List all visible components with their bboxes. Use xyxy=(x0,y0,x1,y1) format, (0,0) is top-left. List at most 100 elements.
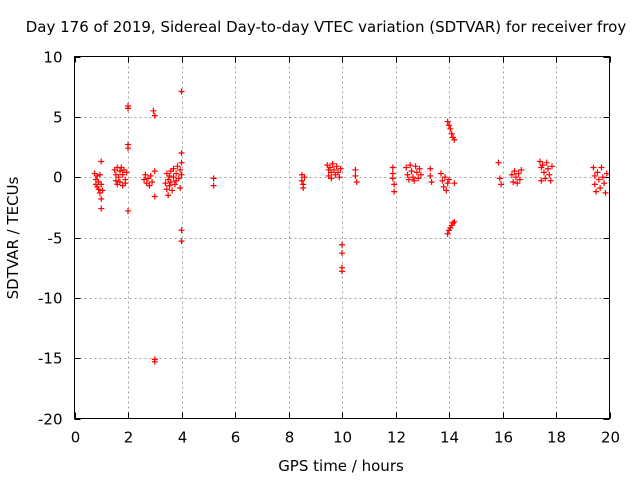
data-point xyxy=(149,178,156,185)
data-point xyxy=(427,165,434,172)
data-point xyxy=(409,174,416,181)
x-tick-label: 12 xyxy=(387,429,406,447)
y-tick-label: -10 xyxy=(38,290,63,308)
data-point xyxy=(178,238,185,245)
data-point xyxy=(512,174,519,181)
data-point xyxy=(437,170,444,177)
chart-title: Day 176 of 2019, Sidereal Day-to-day VTE… xyxy=(26,18,627,36)
data-point xyxy=(440,183,447,190)
data-point xyxy=(177,166,184,173)
data-point xyxy=(412,163,419,170)
data-point xyxy=(151,168,158,175)
data-point xyxy=(301,174,308,181)
data-point xyxy=(141,176,148,183)
data-point xyxy=(96,171,103,178)
data-point xyxy=(601,180,608,187)
data-point xyxy=(329,160,336,167)
data-point xyxy=(508,171,515,178)
data-point xyxy=(98,205,105,212)
data-point xyxy=(591,181,598,188)
data-point xyxy=(594,169,601,176)
data-point xyxy=(444,118,451,125)
data-point xyxy=(146,182,153,189)
x-axis-title: GPS time / hours xyxy=(278,457,404,475)
data-point xyxy=(543,159,550,166)
data-point xyxy=(415,175,422,182)
x-tick-label: 4 xyxy=(178,429,188,447)
data-point xyxy=(590,164,597,171)
data-point xyxy=(170,165,177,172)
x-tick-label: 16 xyxy=(494,429,513,447)
data-point xyxy=(151,112,158,119)
data-point xyxy=(173,170,180,177)
data-point xyxy=(413,169,420,176)
data-point xyxy=(547,177,554,184)
data-point xyxy=(122,180,129,187)
x-tick-label: 8 xyxy=(285,429,295,447)
axis-ticks xyxy=(74,56,611,420)
data-point xyxy=(546,171,553,178)
data-point xyxy=(441,174,448,181)
data-point xyxy=(336,174,343,181)
data-point xyxy=(417,171,424,178)
data-point xyxy=(125,145,131,152)
data-point xyxy=(116,178,123,185)
data-point xyxy=(416,165,423,172)
x-tick-label: 20 xyxy=(601,429,620,447)
data-point xyxy=(334,169,341,176)
data-point xyxy=(333,163,340,170)
data-point xyxy=(115,174,122,181)
data-point xyxy=(496,175,503,182)
data-point xyxy=(151,358,158,365)
data-point xyxy=(599,174,606,181)
data-point xyxy=(169,187,176,194)
data-point xyxy=(98,195,105,202)
data-point xyxy=(448,130,455,137)
data-point xyxy=(177,185,184,192)
data-point xyxy=(444,230,451,237)
data-point xyxy=(536,158,543,165)
y-tick-label: 10 xyxy=(43,49,62,67)
data-point xyxy=(404,171,411,178)
y-tick-label: -5 xyxy=(48,230,63,248)
data-point xyxy=(439,177,446,184)
data-point xyxy=(595,176,602,183)
data-point xyxy=(544,165,551,172)
data-point xyxy=(147,172,154,179)
data-point xyxy=(94,172,101,179)
data-point xyxy=(125,105,131,112)
data-point xyxy=(539,162,546,169)
data-point xyxy=(427,172,434,179)
data-point xyxy=(510,178,517,185)
data-point xyxy=(178,171,185,178)
data-point xyxy=(514,180,521,187)
data-point xyxy=(542,175,549,182)
data-point xyxy=(450,220,457,227)
data-point xyxy=(142,171,149,178)
data-point xyxy=(538,177,545,184)
data-point xyxy=(602,189,609,196)
data-point xyxy=(598,164,605,171)
data-point xyxy=(451,136,458,143)
data-point xyxy=(540,169,547,176)
data-point xyxy=(597,185,604,192)
data-point xyxy=(443,187,450,194)
data-point xyxy=(95,186,102,193)
data-point xyxy=(339,241,345,248)
data-point xyxy=(352,172,359,179)
data-point xyxy=(330,166,337,173)
y-tick-label: 0 xyxy=(53,169,63,187)
data-point xyxy=(116,168,123,175)
data-point xyxy=(428,178,435,185)
data-point xyxy=(391,188,398,195)
data-point xyxy=(515,170,522,177)
data-point xyxy=(411,177,418,184)
x-tick-label: 6 xyxy=(231,429,241,447)
data-point xyxy=(166,182,173,189)
data-point xyxy=(300,185,307,192)
data-point xyxy=(352,166,359,173)
data-point xyxy=(498,181,505,188)
data-point xyxy=(166,172,173,179)
data-point xyxy=(210,182,217,189)
data-point xyxy=(518,166,525,173)
